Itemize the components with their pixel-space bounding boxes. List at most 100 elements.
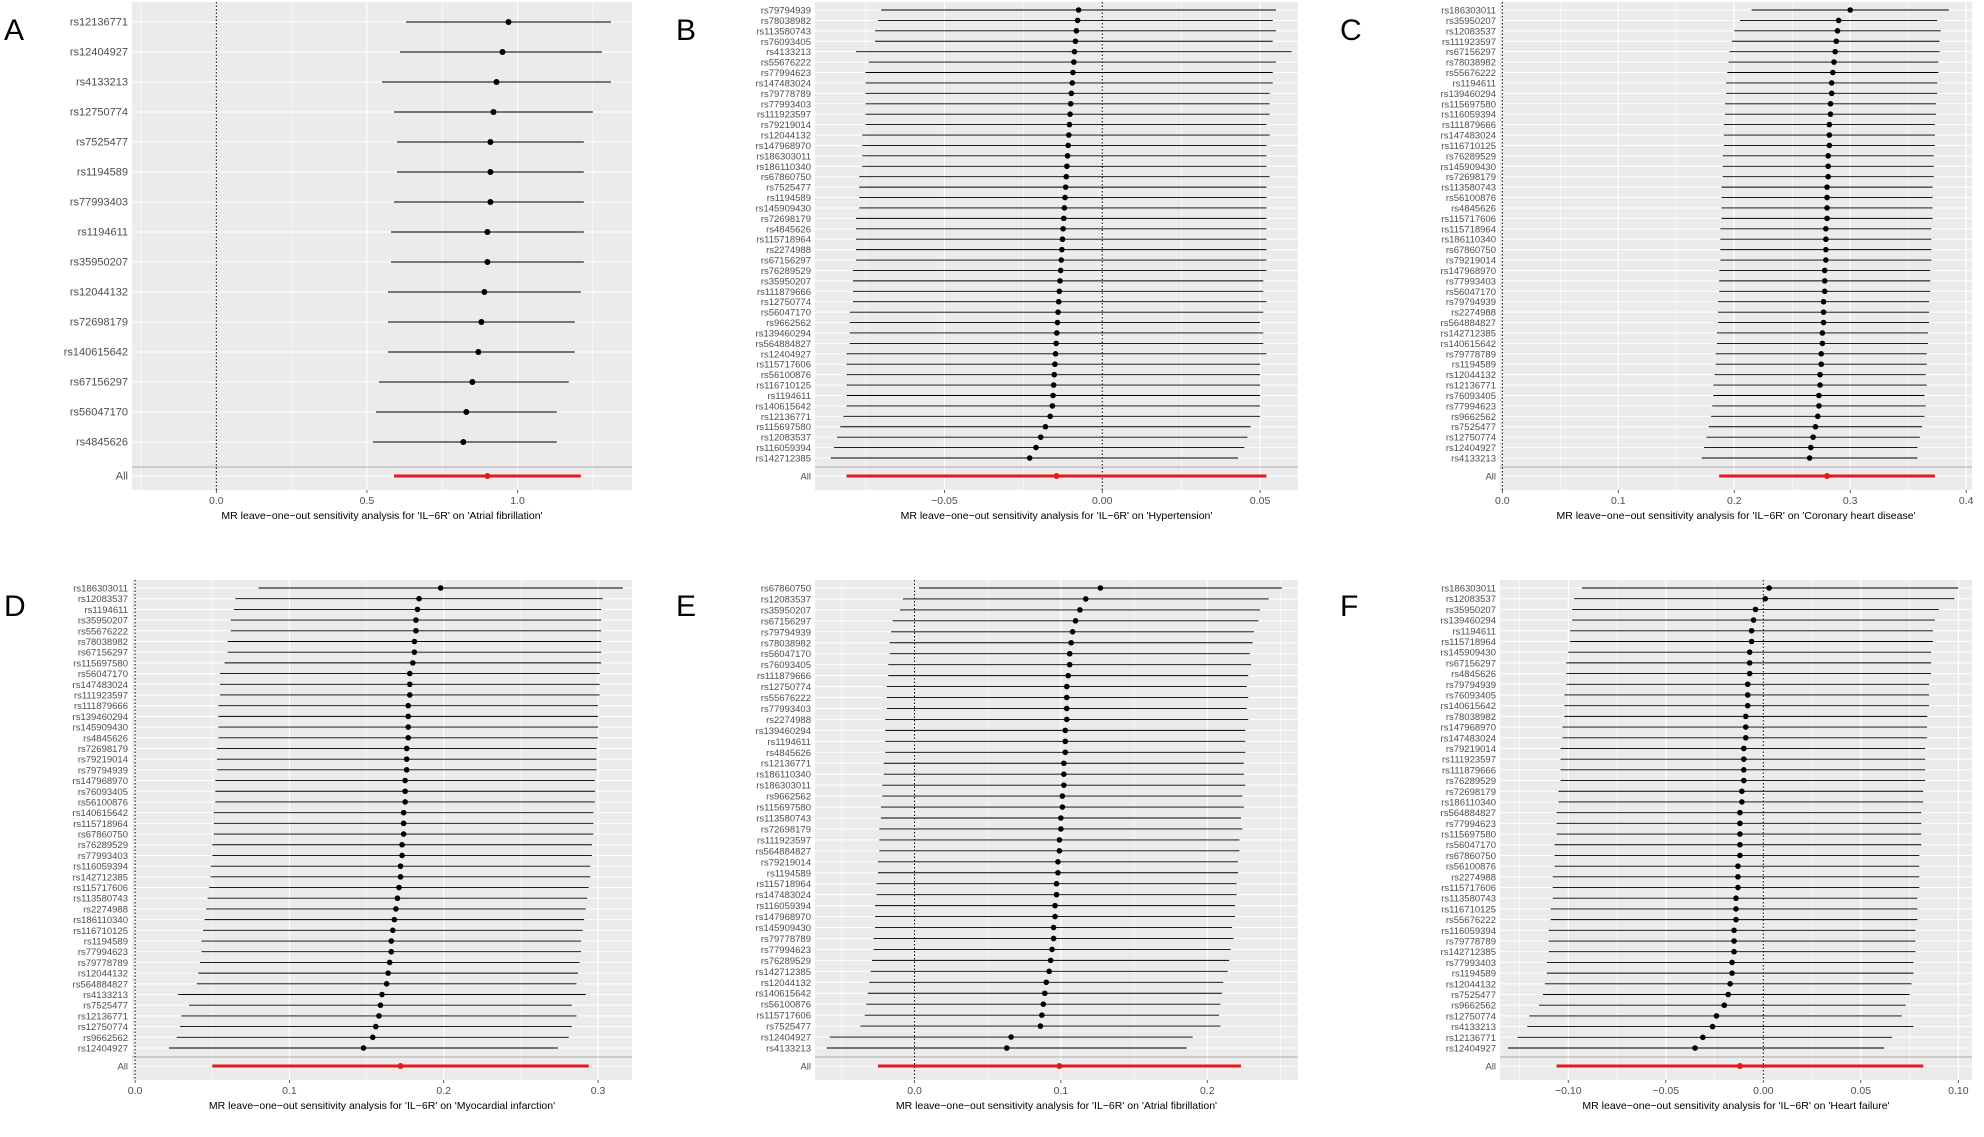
estimate-point-rs116059394	[1052, 902, 1058, 909]
estimate-point-rs56100876	[1051, 371, 1058, 378]
estimate-point-rs7525477	[1812, 423, 1819, 430]
x-axis-title: MR leave−one−out sensitivity analysis fo…	[209, 1100, 555, 1112]
snp-label: rs115718964	[1441, 637, 1496, 648]
estimate-point-rs79778789	[1818, 351, 1825, 357]
snp-label: rs9662562	[1451, 412, 1496, 423]
estimate-point-rs78038982	[1068, 639, 1074, 646]
estimate-point-rs115717606	[1824, 215, 1830, 222]
snp-label: rs79219014	[1446, 744, 1496, 755]
x-axis-title: MR leave−one−out sensitivity analysis fo…	[1582, 1100, 1889, 1112]
snp-label: rs1194589	[1452, 969, 1496, 980]
estimate-point-rs79794939	[403, 767, 410, 773]
snp-label: rs35950207	[70, 257, 128, 269]
snp-label: rs72698179	[761, 824, 811, 835]
snp-label: rs147483024	[73, 680, 128, 691]
estimate-point-rs72698179	[403, 745, 410, 752]
snp-label: rs116710125	[73, 926, 128, 937]
estimate-point-rs1194611	[1748, 627, 1755, 634]
snp-label: rs76093405	[761, 37, 811, 48]
snp-label: rs116059394	[1441, 926, 1496, 937]
snp-label: rs4845626	[1451, 203, 1496, 214]
estimate-point-rs111879666	[1741, 767, 1747, 773]
snp-label: rs12044132	[78, 969, 128, 980]
snp-label: rs145909430	[756, 923, 811, 934]
snp-label: rs142712385	[756, 454, 811, 465]
snp-label: rs56100876	[1446, 862, 1496, 873]
snp-label: rs12136771	[78, 1011, 128, 1022]
snp-label: rs78038982	[78, 637, 128, 648]
overall-label: All	[800, 1062, 811, 1073]
snp-label: rs12404927	[761, 349, 811, 360]
estimate-point-rs1194589	[1055, 869, 1061, 876]
panel-B: rs79794939rs78038982rs113580743rs7609340…	[676, 2, 1298, 522]
snp-label: rs56047170	[78, 669, 128, 680]
estimate-point-rs145909430	[1825, 163, 1831, 170]
estimate-point-rs111923597	[1056, 837, 1063, 843]
snp-label: rs186110340	[1441, 235, 1496, 246]
x-tick-label: 0.4	[1959, 495, 1974, 507]
snp-label: rs140615642	[1441, 339, 1496, 350]
estimate-point-rs56100876	[1824, 194, 1830, 201]
snp-label: rs12136771	[761, 759, 811, 770]
snp-label: rs79794939	[761, 6, 811, 17]
estimate-point-rs147968970	[1052, 913, 1058, 920]
snp-label: rs9662562	[1451, 1001, 1496, 1012]
snp-label: rs564884827	[756, 846, 811, 857]
snp-label: rs76289529	[1446, 776, 1496, 787]
snp-label: rs55676222	[1446, 915, 1496, 926]
estimate-point-rs12404927	[1808, 444, 1814, 451]
snp-label: rs116059394	[756, 901, 811, 912]
overall-label: All	[116, 471, 128, 483]
estimate-point-rs12404927	[1692, 1045, 1698, 1051]
estimate-point-rs113580743	[1058, 815, 1064, 821]
snp-label: rs67860750	[78, 830, 128, 841]
estimate-point-rs116710125	[390, 927, 396, 934]
panel-letter: C	[1340, 14, 1362, 47]
snp-label: rs12750774	[1446, 1011, 1496, 1022]
estimate-point-rs76289529	[1825, 153, 1831, 159]
estimate-point-rs77993403	[1821, 278, 1828, 284]
estimate-point-rs12044132	[481, 289, 488, 295]
x-tick-label: 0.0	[1495, 495, 1510, 507]
snp-label: rs77994623	[1446, 819, 1496, 830]
estimate-point-rs139460294	[1750, 617, 1757, 623]
x-tick-label: 0.05	[1250, 495, 1271, 507]
snp-label: rs79219014	[78, 755, 128, 766]
estimate-point-rs72698179	[1739, 788, 1745, 795]
estimate-point-rs78038982	[1831, 59, 1837, 65]
x-tick-label: 0.00	[1753, 1085, 1774, 1097]
estimate-point-rs56047170	[1066, 650, 1073, 657]
estimate-point-rs186110340	[1823, 236, 1829, 243]
estimate-point-rs77993403	[1067, 100, 1074, 107]
estimate-point-rs72698179	[1060, 215, 1067, 222]
estimate-point-rs1194611	[1062, 738, 1069, 745]
estimate-point-rs111923597	[1833, 38, 1840, 45]
snp-label: rs116710125	[1441, 904, 1496, 915]
snp-label: rs55676222	[1446, 68, 1496, 79]
estimate-point-rs79778789	[1731, 938, 1737, 944]
estimate-point-rs4133213	[1071, 48, 1078, 55]
estimate-point-rs564884827	[1820, 319, 1827, 326]
estimate-point-rs12750774	[1810, 434, 1816, 440]
estimate-point-rs140615642	[475, 349, 482, 355]
snp-label: rs79794939	[1446, 680, 1496, 691]
snp-label: rs147968970	[73, 776, 128, 787]
estimate-point-rs111923597	[406, 692, 413, 698]
snp-label: rs4133213	[766, 47, 811, 58]
estimate-point-rs4845626	[460, 439, 467, 445]
estimate-point-rs56047170	[463, 409, 470, 415]
snp-label: rs12136771	[70, 17, 128, 29]
snp-label: rs12083537	[1446, 594, 1496, 605]
estimate-point-rs147483024	[1826, 132, 1833, 138]
snp-label: rs35950207	[761, 276, 811, 287]
snp-label: rs147968970	[1441, 266, 1496, 277]
snp-label: rs186303011	[756, 781, 811, 792]
snp-label: rs1194611	[85, 605, 129, 616]
snp-label: rs115717606	[73, 883, 128, 894]
estimate-point-rs67156297	[1832, 48, 1838, 55]
snp-label: rs77994623	[1446, 401, 1496, 412]
snp-label: rs35950207	[761, 605, 811, 616]
snp-label: rs115717606	[756, 360, 811, 371]
estimate-point-rs12750774	[1713, 1013, 1720, 1019]
estimate-point-rs78038982	[1742, 713, 1749, 720]
